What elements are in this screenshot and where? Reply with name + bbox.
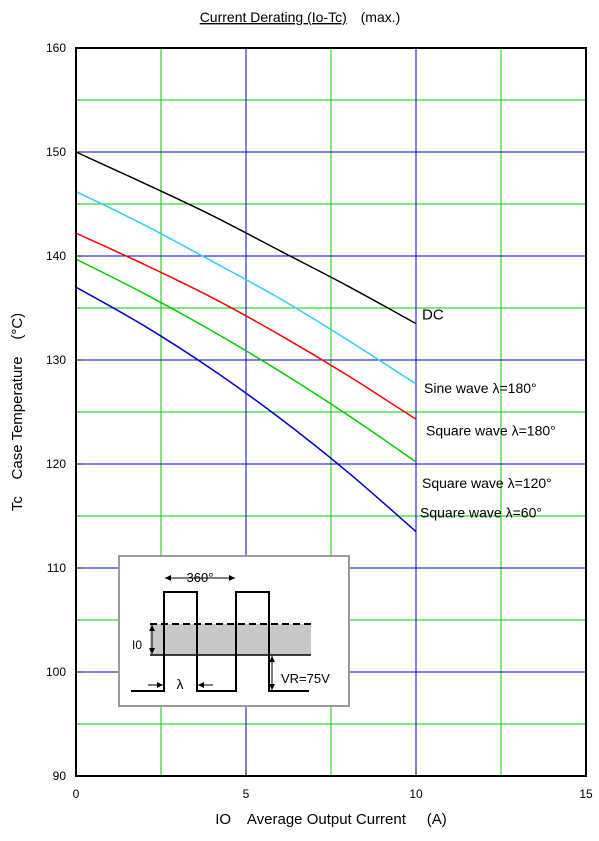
y-tick-label: 150 <box>46 145 66 159</box>
y-tick-label: 130 <box>46 353 66 367</box>
inset-period-arrow-right <box>229 575 235 581</box>
series-line-1 <box>75 190 417 385</box>
waveform-inset: 360° I0 λ VR=75V <box>118 555 350 707</box>
series-label-3: Square wave λ=120° <box>422 475 552 491</box>
y-tick-label: 100 <box>46 665 66 679</box>
inset-average-band <box>150 624 311 655</box>
series-line-2 <box>75 232 417 420</box>
x-tick-label: 5 <box>243 787 250 801</box>
inset-label-io: I0 <box>132 638 142 652</box>
y-tick-label: 140 <box>46 249 66 263</box>
inset-label-360: 360° <box>187 570 214 585</box>
plot-frame <box>75 47 587 777</box>
series-line-4 <box>75 286 417 533</box>
series-labels: DC Sine wave λ=180° Square wave λ=180° Squa… <box>420 307 556 521</box>
inset-vr-arrow-down <box>269 684 275 690</box>
x-tick-label: 15 <box>579 787 593 801</box>
x-tick-label: 0 <box>73 787 80 801</box>
inset-vr-arrow-up <box>269 656 275 662</box>
inset-label-lambda: λ <box>177 676 184 692</box>
inset-lambda-arrow-right <box>198 682 204 688</box>
y-tick-label: 120 <box>46 457 66 471</box>
y-tick-label: 160 <box>46 41 66 55</box>
series-line-3 <box>75 258 417 463</box>
series-line-0 <box>75 151 417 325</box>
series-label-2: Square wave λ=180° <box>426 422 556 438</box>
inset-period-arrow-left <box>165 575 171 581</box>
y-tick-label: 90 <box>53 769 67 783</box>
inset-io-arrow-up <box>149 625 155 631</box>
inset-io-arrow-down <box>149 648 155 654</box>
inset-waveform <box>131 591 309 692</box>
chart-title-group: Current Derating (Io-Tc) (max.) <box>200 9 401 25</box>
series-label-0: DC <box>422 307 444 324</box>
x-axis-label: IO Average Output Current (A) <box>215 811 447 828</box>
series-label-1: Sine wave λ=180° <box>424 380 537 396</box>
series-lines <box>75 151 417 533</box>
axis-ticks: 0 5 10 15 90 100 110 120 130 140 150 160 <box>46 41 593 801</box>
chart-title: Current Derating (Io-Tc) <box>200 9 347 25</box>
inset-lambda-arrow-left <box>157 682 163 688</box>
inset-label-vr: VR=75V <box>281 671 330 686</box>
y-tick-label: 110 <box>47 561 66 575</box>
series-label-4: Square wave λ=60° <box>420 505 542 521</box>
chart-title-suffix: (max.) <box>361 9 401 25</box>
x-tick-label: 10 <box>409 787 423 801</box>
y-axis-label: Tc Case Temperature (°C) <box>9 313 26 511</box>
